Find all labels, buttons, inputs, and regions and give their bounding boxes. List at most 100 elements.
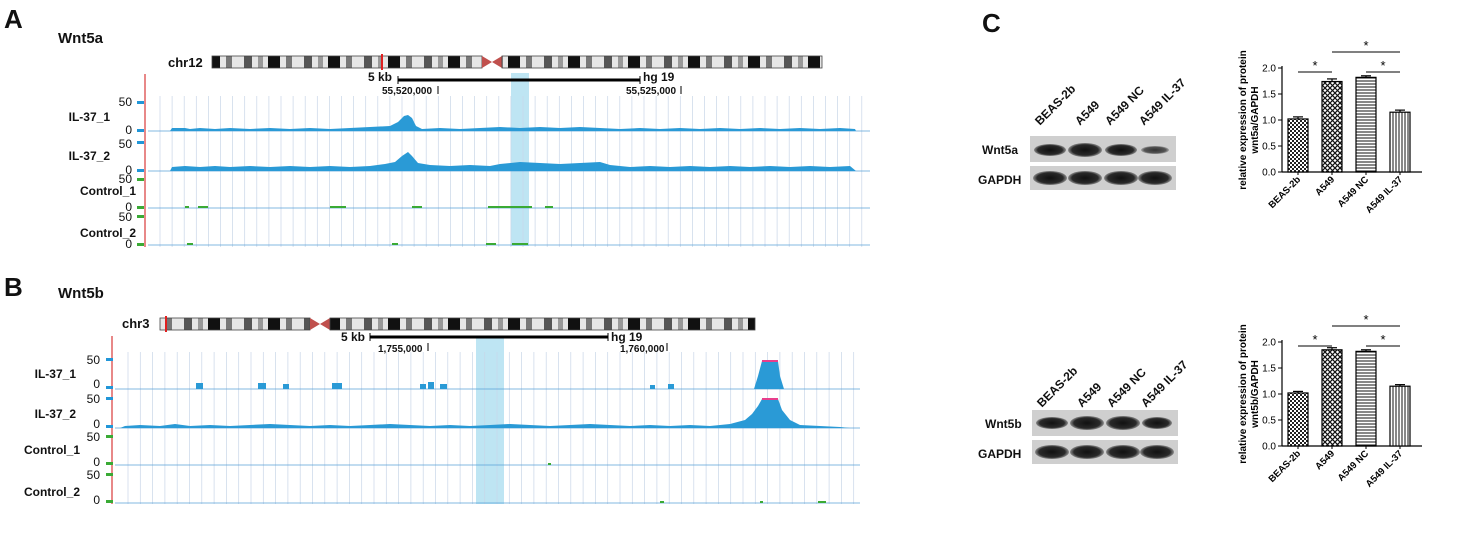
y-tick-label: 0.0 bbox=[1262, 442, 1276, 453]
scale-label-a: 5 kb bbox=[368, 70, 393, 84]
highlight-region bbox=[511, 73, 529, 246]
x-tick-label: A549 bbox=[1313, 448, 1337, 472]
significance-star: * bbox=[1363, 312, 1368, 327]
bar bbox=[1389, 385, 1411, 447]
western-blot-top bbox=[1030, 136, 1176, 190]
y-tick-label: 1.0 bbox=[1262, 390, 1276, 401]
bar bbox=[1287, 392, 1309, 447]
blot-label-wnt5b: Wnt5b bbox=[985, 417, 1022, 431]
track-label: IL-37_1 bbox=[34, 367, 76, 381]
axis-max: 50 bbox=[118, 95, 132, 109]
axis-max: 50 bbox=[118, 137, 132, 151]
lane-label: A549 IL-37 bbox=[1138, 357, 1191, 410]
track-label: Control_2 bbox=[23, 485, 80, 499]
track-signal-control-1 bbox=[548, 463, 551, 465]
track-signal-il37-2 bbox=[120, 399, 850, 428]
lane-label: A549 IL-37 bbox=[1136, 75, 1189, 128]
gene-title-wnt5b: Wnt5b bbox=[58, 285, 104, 302]
track-signal-il37-1 bbox=[170, 115, 856, 131]
gene-title-wnt5a: Wnt5a bbox=[58, 30, 103, 47]
axis-max: 50 bbox=[118, 172, 132, 186]
coord-right-b: 1,760,000 bbox=[620, 344, 665, 355]
axis-min: 0 bbox=[93, 455, 100, 469]
ideogram-position-marker bbox=[165, 316, 167, 332]
highlight-region bbox=[476, 336, 504, 504]
axis-min: 0 bbox=[93, 493, 100, 507]
coord-left-b: 1,755,000 bbox=[378, 344, 423, 355]
lane-label: A549 bbox=[1072, 97, 1103, 128]
significance-star: * bbox=[1380, 58, 1385, 73]
axis-min: 0 bbox=[93, 417, 100, 431]
bar bbox=[1355, 76, 1377, 173]
y-tick-label: 1.0 bbox=[1262, 116, 1276, 127]
axis-min: 0 bbox=[93, 377, 100, 391]
assembly-label-b: hg 19 bbox=[611, 330, 643, 344]
bar bbox=[1355, 350, 1377, 447]
blot-label-gapdh: GAPDH bbox=[978, 447, 1022, 461]
coord-left-a: 55,520,000 bbox=[382, 86, 433, 97]
axis-max: 50 bbox=[86, 392, 100, 406]
centromere-marker bbox=[482, 56, 492, 68]
significance-star: * bbox=[1380, 332, 1385, 347]
bar bbox=[1321, 349, 1343, 447]
panel-letter-a: A bbox=[4, 4, 23, 34]
axis-min: 0 bbox=[125, 237, 132, 251]
chromosome-label: chr12 bbox=[168, 55, 203, 70]
y-axis-label: relative expression of proteinwnt5b/GAPD… bbox=[1238, 324, 1261, 464]
significance-star: * bbox=[1312, 332, 1317, 347]
ideogram-right-arm bbox=[329, 317, 756, 331]
lane-label: BEAS-2b bbox=[1032, 81, 1079, 128]
ideogram-left-arm bbox=[159, 317, 311, 331]
chromosome-label: chr3 bbox=[122, 316, 150, 331]
coord-right-a: 55,525,000 bbox=[626, 86, 677, 97]
track-signal-control-2 bbox=[187, 243, 528, 245]
assembly-label-a: hg 19 bbox=[643, 70, 675, 84]
axis-max: 50 bbox=[86, 468, 100, 482]
ideogram-right-arm bbox=[501, 55, 823, 69]
significance-star: * bbox=[1363, 38, 1368, 53]
bar-chart-wnt5a: relative expression of proteinwnt5a/GAPD… bbox=[1238, 38, 1422, 216]
track-label: Control_1 bbox=[23, 443, 80, 457]
western-blot-bottom bbox=[1032, 410, 1178, 464]
y-tick-label: 1.5 bbox=[1262, 90, 1276, 101]
axis-max: 50 bbox=[118, 210, 132, 224]
y-tick-label: 1.5 bbox=[1262, 364, 1276, 375]
axis-min: 0 bbox=[125, 200, 132, 214]
axis-max: 50 bbox=[86, 430, 100, 444]
y-tick-label: 2.0 bbox=[1262, 64, 1276, 75]
bar bbox=[1287, 118, 1309, 173]
lane-label: BEAS-2b bbox=[1034, 363, 1081, 410]
genome-browser-b bbox=[106, 316, 860, 504]
axis-min: 0 bbox=[125, 123, 132, 137]
track-label: IL-37_1 bbox=[68, 110, 110, 124]
y-tick-label: 0.5 bbox=[1262, 142, 1276, 153]
panel-letter-b: B bbox=[4, 272, 23, 302]
x-tick-label: A549 IL-37 bbox=[1364, 174, 1405, 215]
panel-letter-c: C bbox=[982, 8, 1001, 38]
track-label: IL-37_2 bbox=[34, 407, 76, 421]
x-tick-label: BEAS-2b bbox=[1267, 174, 1304, 211]
scale-label-b: 5 kb bbox=[341, 330, 366, 344]
track-signal-il37-1 bbox=[196, 361, 784, 389]
track-signal-control-1 bbox=[185, 206, 553, 208]
track-label: IL-37_2 bbox=[68, 149, 110, 163]
bar-chart-wnt5b: relative expression of proteinwnt5b/GAPD… bbox=[1238, 312, 1422, 490]
genome-browser-a bbox=[137, 54, 870, 247]
bar bbox=[1321, 80, 1343, 173]
blot-label-gapdh: GAPDH bbox=[978, 173, 1022, 187]
x-tick-label: A549 IL-37 bbox=[1364, 448, 1405, 489]
axis-min: 0 bbox=[125, 163, 132, 177]
lane-label: A549 bbox=[1074, 379, 1105, 410]
y-tick-label: 0.0 bbox=[1262, 168, 1276, 179]
x-tick-label: A549 bbox=[1313, 174, 1337, 198]
ideogram-position-marker bbox=[381, 54, 383, 70]
significance-star: * bbox=[1312, 58, 1317, 73]
y-axis-label: relative expression of proteinwnt5a/GAPD… bbox=[1238, 50, 1261, 190]
x-tick-label: BEAS-2b bbox=[1267, 448, 1304, 485]
y-tick-label: 0.5 bbox=[1262, 416, 1276, 427]
track-label: Control_2 bbox=[79, 226, 136, 240]
track-label: Control_1 bbox=[79, 184, 136, 198]
y-tick-label: 2.0 bbox=[1262, 338, 1276, 349]
bar bbox=[1389, 111, 1411, 173]
track-signal-il37-2 bbox=[170, 152, 856, 171]
